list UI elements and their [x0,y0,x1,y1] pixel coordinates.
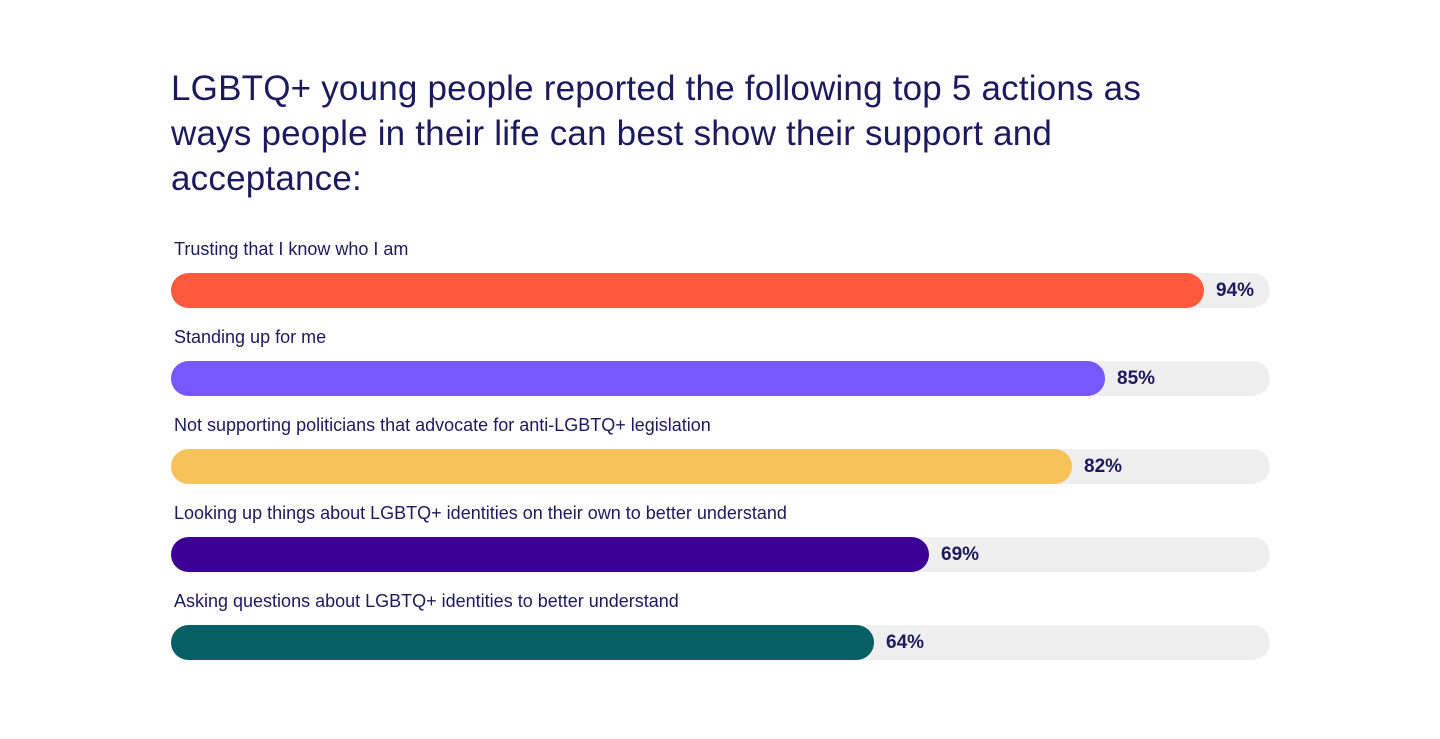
category-label: Trusting that I know who I am [174,239,409,259]
chart-title: LGBTQ+ young people reported the followi… [171,69,1142,198]
bar-track: 82% [171,449,1270,484]
value-label: 94% [1216,280,1255,301]
bar [171,449,1072,484]
bar-track: 69% [171,537,1270,572]
value-label: 64% [886,632,925,653]
bar-row: Trusting that I know who I am 94% [171,238,1270,318]
bar [171,625,874,660]
bar [171,537,929,572]
category-label: Not supporting politicians that advocate… [174,415,711,435]
bar-row: Not supporting politicians that advocate… [171,414,1270,494]
bar-row: Asking questions about LGBTQ+ identities… [171,590,1270,670]
category-label: Looking up things about LGBTQ+ identitie… [174,503,787,523]
value-label: 82% [1084,456,1123,477]
bar-row: Standing up for me 85% [171,326,1270,406]
bar-track: 94% [171,273,1270,308]
bar-track: 64% [171,625,1270,660]
category-label: Standing up for me [174,327,327,347]
category-label: Asking questions about LGBTQ+ identities… [174,591,679,611]
bar [171,273,1204,308]
bar [171,361,1105,396]
chart-container: LGBTQ+ young people reported the followi… [171,66,1270,660]
bar-track: 85% [171,361,1270,396]
value-label: 85% [1117,368,1156,389]
value-label: 69% [941,544,980,565]
bar-row: Looking up things about LGBTQ+ identitie… [171,502,1270,582]
